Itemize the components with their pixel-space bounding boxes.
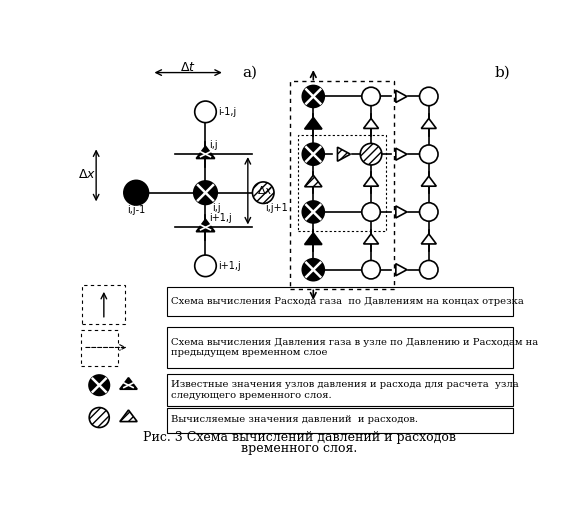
Text: Вычисляемые значения давлений  и расходов.: Вычисляемые значения давлений и расходов… [171, 416, 418, 424]
Polygon shape [196, 146, 215, 159]
Circle shape [124, 180, 149, 205]
Circle shape [302, 85, 324, 107]
Bar [167, 407, 514, 433]
Circle shape [362, 87, 380, 106]
Polygon shape [305, 117, 322, 129]
Text: $\Delta t$: $\Delta t$ [180, 61, 196, 75]
Polygon shape [338, 147, 350, 161]
Circle shape [253, 182, 274, 203]
Polygon shape [396, 206, 407, 218]
Circle shape [194, 181, 217, 204]
Circle shape [419, 87, 438, 106]
Text: i+1,j: i+1,j [209, 213, 232, 223]
Polygon shape [305, 175, 322, 187]
Circle shape [90, 375, 109, 395]
Bar [167, 374, 514, 406]
Polygon shape [120, 377, 137, 389]
Circle shape [195, 255, 216, 277]
Bar [82, 285, 125, 323]
Circle shape [302, 259, 324, 281]
Text: i-1,j: i-1,j [219, 107, 237, 117]
Polygon shape [363, 234, 378, 244]
Text: i,j: i,j [212, 203, 221, 213]
Text: i,j: i,j [209, 140, 218, 150]
Bar [81, 330, 118, 366]
Text: Рис. 3 Схема вычислений давлений и расходов: Рис. 3 Схема вычислений давлений и расхо… [143, 431, 456, 444]
Text: i+1,j: i+1,j [219, 261, 242, 271]
Text: Схема вычисления Расхода газа  по Давлениям на концах отрезка: Схема вычисления Расхода газа по Давлени… [171, 297, 524, 306]
Circle shape [362, 203, 380, 221]
Circle shape [195, 101, 216, 123]
Circle shape [362, 261, 380, 279]
Circle shape [302, 143, 324, 165]
Circle shape [302, 201, 324, 222]
Polygon shape [363, 176, 378, 186]
Polygon shape [421, 176, 436, 186]
Bar [167, 328, 514, 368]
Circle shape [419, 261, 438, 279]
Polygon shape [196, 219, 215, 232]
Text: $\Delta x$: $\Delta x$ [78, 168, 96, 181]
Polygon shape [421, 118, 436, 128]
Text: i,j-1: i,j-1 [127, 204, 145, 215]
Bar [290, 81, 394, 289]
Circle shape [360, 143, 382, 165]
Text: a): a) [243, 65, 257, 80]
Bar [298, 135, 387, 231]
Bar [167, 287, 514, 316]
Polygon shape [305, 233, 322, 245]
Text: временного слоя.: временного слоя. [241, 442, 357, 455]
Circle shape [90, 407, 109, 427]
Circle shape [419, 145, 438, 163]
Text: i,j+1: i,j+1 [265, 203, 287, 213]
Polygon shape [396, 91, 407, 102]
Polygon shape [396, 264, 407, 276]
Text: b): b) [494, 65, 510, 80]
Polygon shape [363, 118, 378, 128]
Text: $\Delta x$: $\Delta x$ [257, 184, 273, 196]
Text: Схема вычисления Давления газа в узле по Давлению и Расходам на
предыдущем време: Схема вычисления Давления газа в узле по… [171, 338, 538, 357]
Text: Известные значения узлов давления и расхода для расчета  узла
следующего временн: Известные значения узлов давления и расх… [171, 380, 518, 400]
Polygon shape [120, 410, 137, 422]
Polygon shape [396, 148, 407, 160]
Circle shape [419, 203, 438, 221]
Polygon shape [421, 234, 436, 244]
